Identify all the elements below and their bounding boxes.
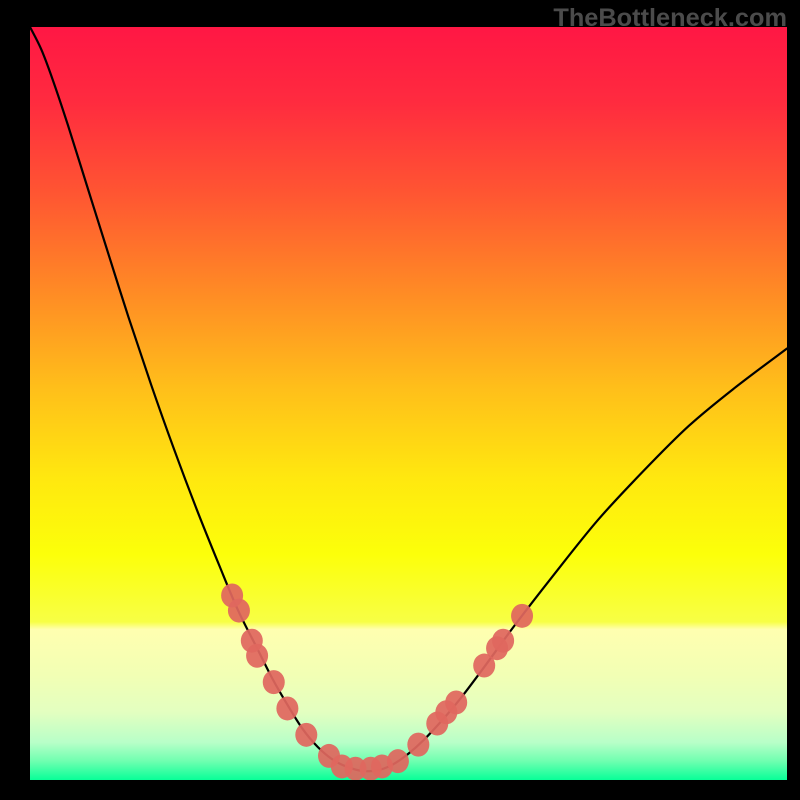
chart-svg [30, 27, 787, 780]
data-marker [263, 670, 285, 694]
data-marker [246, 644, 268, 668]
watermark-text: TheBottleneck.com [553, 4, 787, 33]
data-marker [407, 733, 429, 757]
data-marker [295, 723, 317, 747]
data-marker [228, 599, 250, 623]
gradient-background [30, 27, 787, 780]
data-marker [511, 604, 533, 628]
data-marker [445, 690, 467, 714]
data-marker [492, 629, 514, 653]
outer-frame [0, 0, 800, 800]
plot-area [30, 27, 787, 780]
data-marker [276, 696, 298, 720]
data-marker [387, 749, 409, 773]
